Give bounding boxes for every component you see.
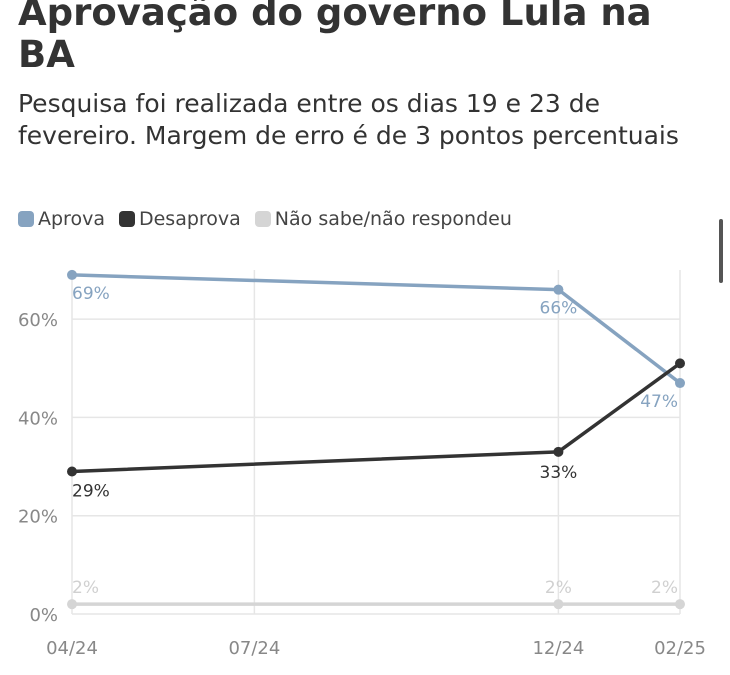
y-tick-label: 60% xyxy=(18,310,58,331)
data-label: 69% xyxy=(72,284,110,304)
data-point xyxy=(67,466,77,477)
grid xyxy=(71,270,681,615)
legend-swatch-aprova xyxy=(18,211,34,227)
data-point xyxy=(553,599,564,610)
data-point xyxy=(67,599,77,610)
data-point xyxy=(67,269,77,280)
data-point xyxy=(553,446,564,457)
scrollbar[interactable] xyxy=(719,219,723,283)
legend-item-nao-sabe[interactable]: Não sabe/não respondeu xyxy=(254,208,512,230)
data-label: 2% xyxy=(651,578,678,598)
y-tick-label: 40% xyxy=(18,408,58,429)
y-tick-label: 0% xyxy=(29,605,58,626)
axes: 04/24 07/24 12/24 02/25 0% 20% 40% 60% xyxy=(18,310,706,659)
data-label: 29% xyxy=(72,481,110,501)
data-label: 2% xyxy=(72,578,99,598)
legend-label-desaprova: Desaprova xyxy=(138,208,241,230)
legend-label-nao-sabe: Não sabe/não respondeu xyxy=(274,208,512,230)
x-tick-label: 07/24 xyxy=(228,638,280,659)
legend-swatch-nao-sabe xyxy=(254,211,271,227)
y-tick-label: 20% xyxy=(18,507,58,528)
legend-item-desaprova[interactable]: Desaprova xyxy=(118,208,241,230)
x-tick-label: 12/24 xyxy=(532,638,584,659)
data-labels: 69% 66% 47% 29% 33% 2% 2% 2% xyxy=(72,284,678,598)
x-tick-label: 04/24 xyxy=(46,638,98,659)
legend-label-aprova: Aprova xyxy=(38,208,105,230)
chart-subtitle: Pesquisa foi realizada entre os dias 19 … xyxy=(18,89,679,150)
legend-item-aprova[interactable]: Aprova xyxy=(18,208,105,230)
x-tick-label: 02/25 xyxy=(654,638,706,659)
series-group xyxy=(67,269,685,610)
data-point xyxy=(675,599,685,610)
data-label: 66% xyxy=(540,299,578,319)
data-label: 47% xyxy=(640,392,678,412)
chart-title: Aprovação do governo Lula na BA xyxy=(18,0,652,76)
legend-swatch-desaprova xyxy=(118,211,135,227)
data-point xyxy=(675,378,685,389)
data-point xyxy=(675,358,685,369)
data-point xyxy=(553,284,564,295)
series-line-0 xyxy=(71,273,682,385)
data-label: 2% xyxy=(545,578,572,598)
data-label: 33% xyxy=(540,463,578,483)
legend: Aprova Desaprova Não sabe/não respondeu xyxy=(18,208,512,230)
